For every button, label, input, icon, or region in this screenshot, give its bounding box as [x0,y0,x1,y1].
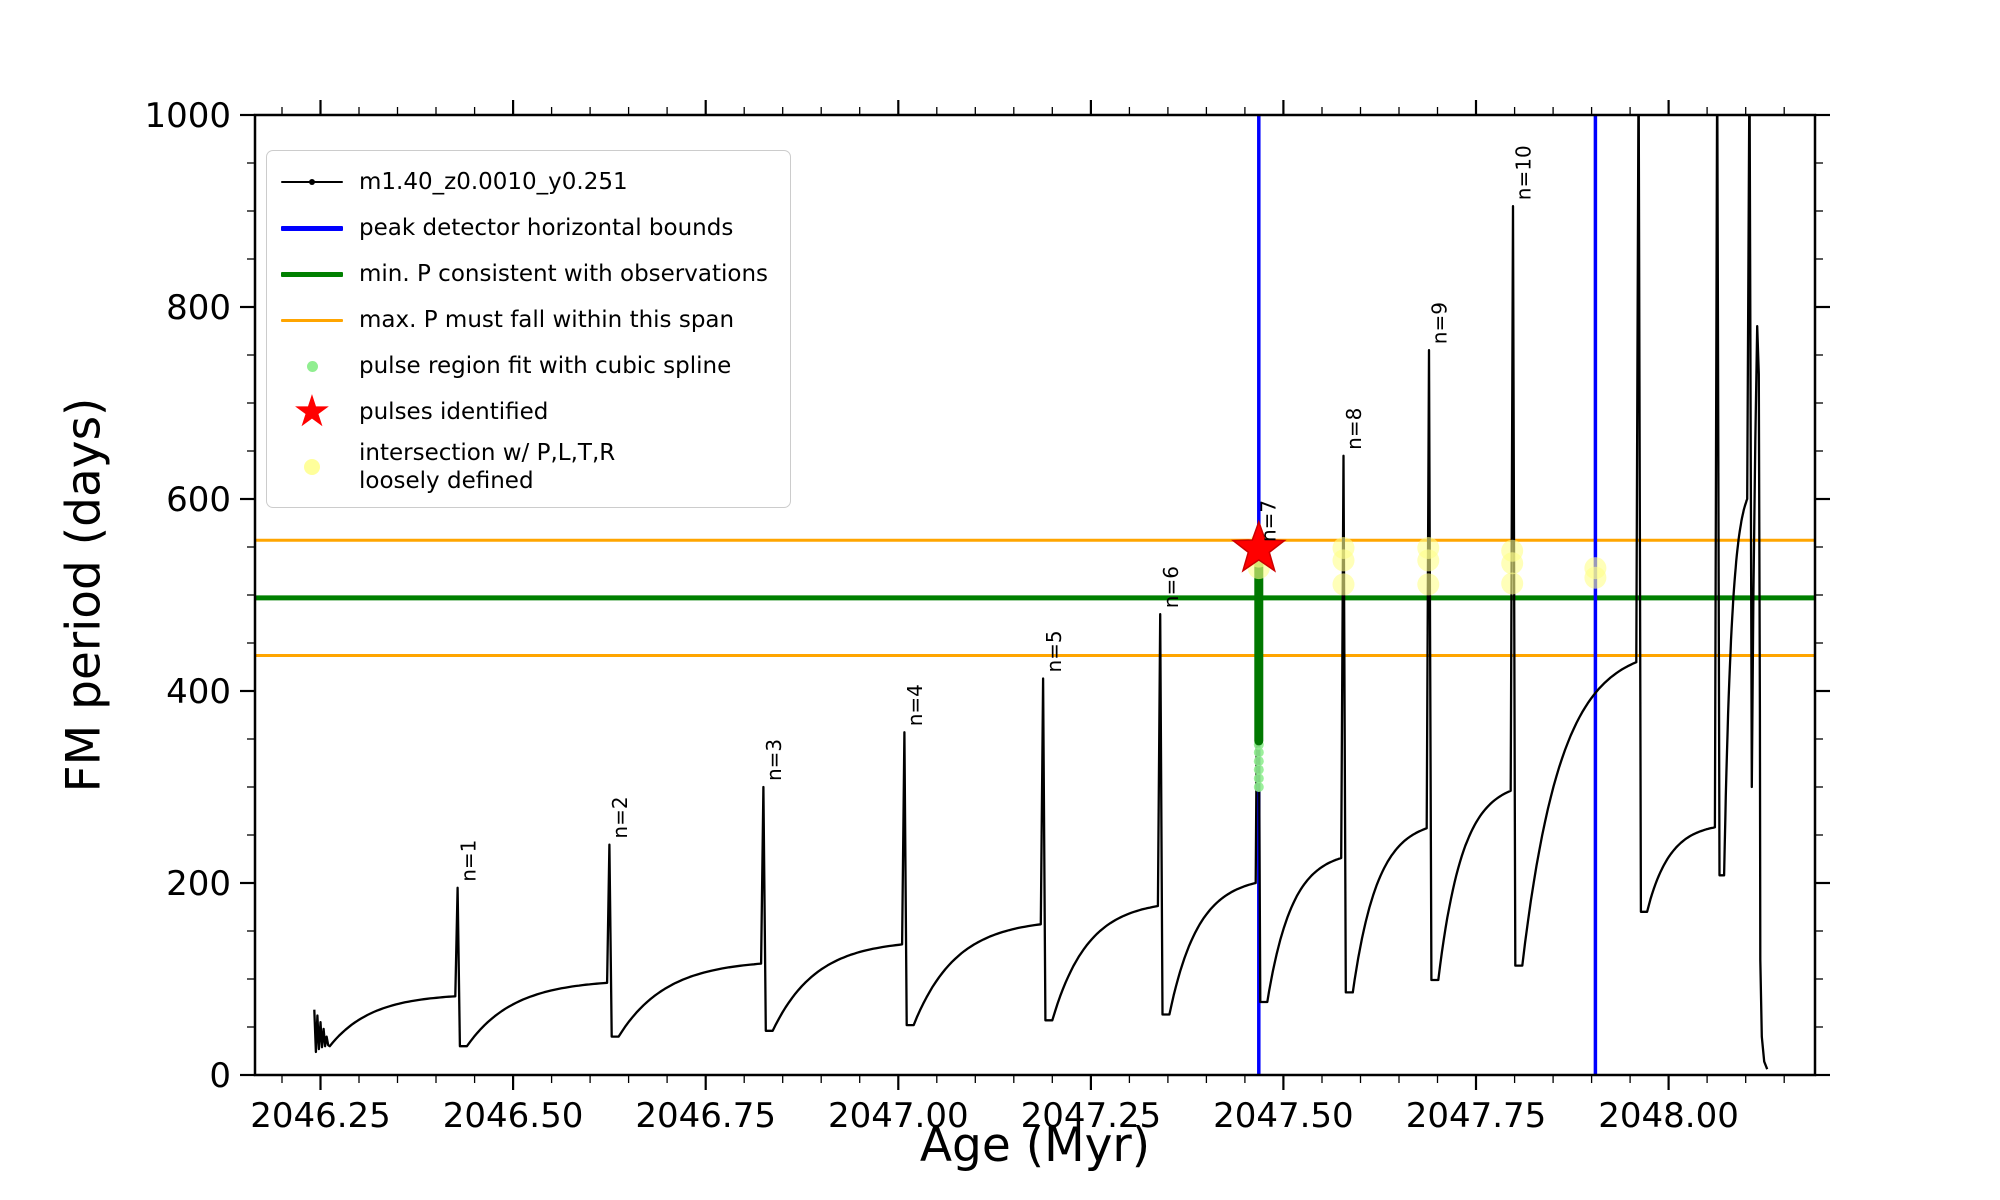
x-tick-label: 2047.50 [1213,1096,1354,1136]
y-axis-label: FM period (days) [56,397,112,793]
intersection-point [1501,572,1524,595]
x-tick-label: 2046.25 [250,1096,391,1136]
x-axis-label: Age (Myr) [919,1118,1151,1173]
y-tick-label: 1000 [144,96,231,136]
peak-label: n=8 [1342,408,1366,450]
peak-label: n=9 [1428,302,1452,344]
legend-label-peak-bounds: peak detector horizontal bounds [359,214,734,241]
legend-item-track: m1.40_z0.0010_y0.251 [281,163,768,201]
legend-label-max-p: max. P must fall within this span [359,306,735,333]
legend-label-pulse-fit: pulse region fit with cubic spline [359,352,732,379]
legend-item-pulses: ★ pulses identified [281,386,768,437]
x-tick-label: 2048.00 [1598,1096,1739,1136]
legend-label-min-p: min. P consistent with observations [359,260,769,287]
peak-label: n=5 [1042,630,1066,672]
y-tick-label: 800 [166,288,231,328]
legend: m1.40_z0.0010_y0.251 peak detector horiz… [266,150,792,509]
black-line-marker-icon [281,163,343,201]
blue-line-icon [281,209,343,247]
peak-label: n=2 [608,796,632,838]
orange-line-icon [281,301,343,339]
legend-label-pulses: pulses identified [359,398,549,425]
peak-label: n=1 [456,840,480,882]
intersection-point [1417,573,1440,596]
legend-item-peak-bounds: peak detector horizontal bounds [281,209,768,247]
peak-label: n=3 [762,739,786,781]
legend-item-intersection: intersection w/ P,L,T,R loosely defined [281,439,768,495]
legend-label-intersection: intersection w/ P,L,T,R loosely defined [359,440,616,495]
pulse-star-marker [1230,519,1287,573]
intersection-point [1501,552,1524,575]
pulse-fit-point [1253,782,1264,792]
fm-period-curve [313,115,1769,1070]
legend-item-max-p: max. P must fall within this span [281,301,768,339]
x-tick-label: 2047.75 [1406,1096,1547,1136]
y-tick-label: 200 [166,864,231,904]
peak-label: n=4 [903,684,927,726]
red-star-icon: ★ [292,386,332,437]
x-tick-label: 2046.50 [443,1096,584,1136]
pulse-fit-point [1253,764,1264,775]
axes-spines [253,113,1817,1077]
pulse-fit-point [1253,756,1264,767]
x-tick-label: 2046.75 [635,1096,776,1136]
lightgreen-dot-icon [281,347,343,385]
x-tick-label: 2047.00 [828,1096,969,1136]
intersection-point [1332,549,1355,572]
yellow-dot-icon [281,448,343,486]
legend-item-pulse-fit: pulse region fit with cubic spline [281,347,768,385]
y-tick-label: 0 [209,1056,231,1096]
intersection-point [1332,573,1355,596]
green-line-icon [281,255,343,293]
x-tick-label: 2047.25 [1021,1096,1162,1136]
y-tick-label: 400 [166,672,231,712]
pulse-overlays [1230,519,1607,792]
intersection-point [1417,549,1440,572]
intersection-point [1584,566,1607,589]
pulse-fit-point [1253,773,1264,784]
y-tick-label: 600 [166,480,231,520]
peak-label: n=10 [1512,145,1536,200]
legend-label-track: m1.40_z0.0010_y0.251 [359,168,628,195]
peak-label: n=6 [1159,566,1183,608]
pulse-fit-point [1253,747,1264,758]
legend-item-min-p: min. P consistent with observations [281,255,768,293]
peak-label: n=7 [1257,500,1281,542]
